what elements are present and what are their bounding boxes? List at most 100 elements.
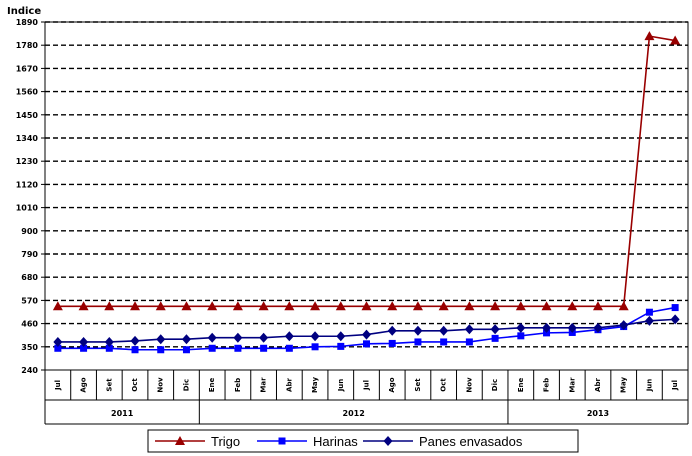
data-point (260, 344, 268, 352)
y-tick-label: 240 (21, 366, 38, 375)
x-tick-label: Jul (671, 380, 679, 391)
series-line (57, 35, 676, 308)
data-point (258, 301, 269, 311)
legend-item: Harinas (257, 434, 358, 449)
data-point (232, 301, 243, 311)
data-point (80, 344, 88, 352)
data-point (53, 336, 63, 347)
y-tick-label: 1010 (16, 204, 39, 213)
data-point (542, 322, 552, 333)
x-tick-label: May (620, 377, 628, 393)
data-point (541, 301, 552, 311)
data-point (336, 331, 346, 342)
data-point (517, 332, 525, 340)
data-point (438, 301, 449, 311)
x-tick-label: Dic (491, 379, 499, 391)
data-point (54, 344, 62, 352)
x-tick-label: May (311, 377, 319, 393)
x-axis: Jul Ago Set Oct Nov Dic Ene Feb Mar Abr May Jun Jul A… (44, 370, 689, 425)
data-point (464, 324, 474, 335)
data-point (413, 325, 423, 336)
data-point (105, 344, 113, 352)
y-tick-label: 790 (21, 250, 38, 259)
data-point (284, 301, 295, 311)
data-point (593, 322, 603, 333)
plot-area (52, 31, 681, 354)
legend-item: Trigo (155, 434, 240, 449)
data-point (130, 301, 141, 311)
data-point (208, 344, 216, 352)
y-tick-labels: 240 350 460 570 680 790 900 1010 1120 1230 1340 145… (16, 18, 39, 375)
x-tick-label: Ene (517, 377, 525, 392)
x-tick-label: Oct (131, 378, 139, 392)
x-tick-label: Ago (388, 377, 396, 392)
data-point (156, 334, 166, 345)
data-point (671, 304, 679, 312)
x-tick-label: Ago (80, 377, 88, 392)
y-tick-label: 1230 (16, 157, 39, 166)
series-panes-envasados (53, 314, 680, 347)
legend-label: Harinas (313, 434, 358, 449)
data-point (516, 322, 526, 333)
x-tick-label: Oct (440, 378, 448, 392)
data-point (465, 338, 473, 346)
y-tick-label: 1450 (16, 111, 39, 120)
data-point (439, 325, 449, 336)
y-tick-label: 1670 (16, 64, 39, 73)
data-point (592, 301, 603, 311)
y-tick-label: 1340 (16, 134, 39, 143)
data-point (412, 301, 423, 311)
x-tick-label: Jul (363, 380, 371, 391)
y-tick-label: 1890 (16, 18, 39, 27)
x-tick-label: Set (414, 378, 422, 392)
data-point (104, 336, 114, 347)
data-point (464, 301, 475, 311)
data-point (388, 339, 396, 347)
data-point (335, 301, 346, 311)
data-point (278, 437, 286, 445)
data-point (387, 301, 398, 311)
data-point (670, 35, 681, 45)
data-point (259, 332, 269, 343)
data-point (182, 346, 190, 354)
x-tick-label: Abr (285, 378, 293, 392)
data-point (233, 332, 243, 343)
x-tick-label: Set (105, 378, 113, 392)
data-point (207, 301, 218, 311)
data-point (383, 436, 393, 446)
legend: Trigo Harinas Panes envasados (147, 429, 579, 453)
year-label: 2011 (111, 409, 134, 418)
plot-frame (44, 21, 689, 371)
x-tick-label: Abr (594, 378, 602, 392)
data-point (131, 346, 139, 354)
data-point (311, 343, 319, 351)
gridlines (41, 21, 689, 371)
y-axis-label: Indice (7, 6, 41, 17)
data-point (491, 334, 499, 342)
data-point (515, 301, 526, 311)
year-label: 2013 (587, 409, 609, 418)
data-point (155, 301, 166, 311)
y-tick-label: 1120 (16, 180, 39, 189)
data-point (644, 315, 654, 326)
data-point (175, 436, 185, 445)
data-point (234, 344, 242, 352)
x-tick-label: Feb (234, 378, 242, 392)
data-point (543, 329, 551, 337)
data-point (440, 338, 448, 346)
x-tick-label: Nov (157, 377, 165, 393)
data-point (619, 320, 629, 331)
y-tick-label: 1560 (16, 88, 39, 97)
data-point (284, 331, 294, 342)
y-tick-label: 460 (21, 320, 38, 329)
x-tick-label: Feb (543, 378, 551, 392)
legend-label: Trigo (211, 434, 240, 449)
x-tick-label: Dic (182, 379, 190, 391)
data-point (310, 331, 320, 342)
y-tick-label: 680 (21, 273, 38, 282)
data-point (414, 338, 422, 346)
legend-item: Panes envasados (363, 434, 523, 449)
data-point (181, 334, 191, 345)
x-tick-label: Jun (337, 379, 345, 393)
legend-label: Panes envasados (419, 434, 523, 449)
